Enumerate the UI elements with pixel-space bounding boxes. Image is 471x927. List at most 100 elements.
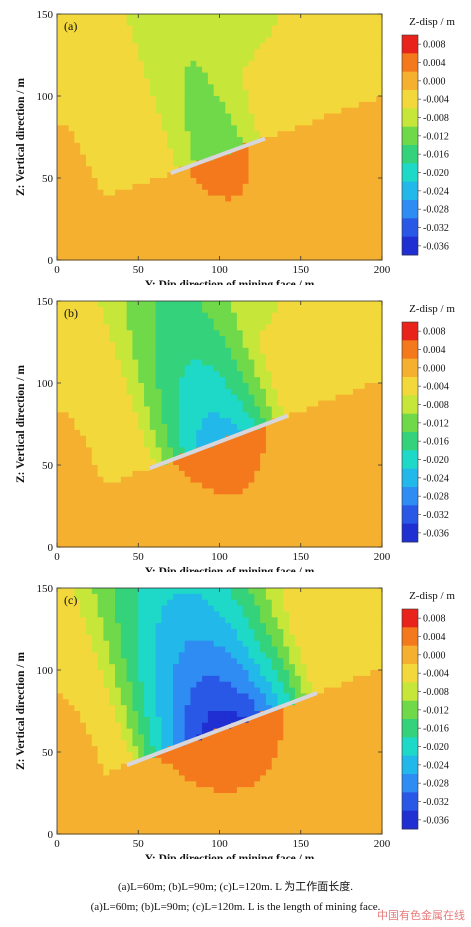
contour-cell: [178, 84, 186, 91]
contour-cell: [80, 482, 87, 490]
contour-cell: [97, 429, 105, 437]
contour-cell: [103, 353, 110, 361]
contour-cell: [126, 96, 134, 103]
y-axis-label: Z: Vertical direction / m: [15, 365, 27, 483]
contour-cell: [248, 365, 255, 372]
contour-cell: [312, 107, 319, 115]
contour-cell: [161, 412, 168, 419]
contour-cell: [173, 160, 180, 167]
contour-cell: [329, 535, 337, 542]
contour-cell: [202, 394, 209, 402]
contour-cell: [132, 359, 139, 367]
contour-cell: [265, 523, 273, 531]
contour-cell: [91, 119, 99, 126]
contour-cell: [155, 131, 163, 138]
contour-cell: [126, 166, 134, 173]
contour-cell: [225, 96, 232, 103]
contour-cell: [370, 494, 377, 501]
contour-cell: [57, 301, 64, 308]
contour-cell: [86, 66, 93, 74]
contour-cell: [115, 476, 122, 484]
contour-cell: [86, 96, 93, 103]
contour-cell: [260, 96, 267, 103]
contour-cell: [376, 25, 383, 33]
contour-cell: [352, 154, 360, 162]
contour-cell: [225, 388, 232, 396]
contour-cell: [213, 224, 221, 232]
contour-cell: [80, 324, 87, 331]
contour-cell: [312, 470, 319, 478]
contour-cell: [202, 107, 209, 115]
contour-cell: [277, 394, 284, 402]
contour-cell: [202, 453, 209, 460]
contour-cell: [358, 19, 366, 27]
contour-cell: [283, 435, 290, 443]
contour-cell: [178, 301, 186, 308]
contour-cell: [335, 342, 342, 349]
contour-cell: [161, 377, 168, 384]
contour-cell: [86, 224, 93, 232]
contour-cell: [265, 131, 273, 138]
contour-cell: [318, 254, 325, 261]
contour-cell: [115, 324, 122, 331]
contour-cell: [312, 347, 319, 355]
contour-cell: [184, 107, 192, 115]
contour-cell: [300, 400, 308, 408]
contour-cell: [271, 482, 279, 490]
contour-cell: [376, 254, 383, 261]
contour-cell: [207, 377, 215, 384]
contour-cell: [294, 96, 302, 103]
contour-cell: [126, 506, 134, 513]
contour-cell: [86, 336, 93, 343]
contour-cell: [74, 517, 81, 525]
colorbar-swatch: [402, 468, 418, 488]
contour-cell: [376, 49, 383, 56]
contour-cell: [120, 43, 128, 50]
contour-cell: [115, 353, 122, 361]
colorbar-tick-label: -0.016: [423, 437, 449, 448]
contour-cell: [283, 125, 290, 132]
contour-cell: [91, 429, 99, 437]
contour-cell: [97, 72, 105, 80]
contour-cell: [289, 342, 296, 349]
contour-cell: [352, 453, 360, 460]
contour-cell: [173, 213, 180, 220]
contour-cell: [231, 178, 238, 185]
contour-cell: [109, 37, 116, 44]
contour-cell: [300, 394, 308, 402]
contour-cell: [364, 412, 371, 419]
contour-cell: [242, 37, 250, 44]
contour-cell: [283, 353, 290, 361]
contour-cell: [57, 500, 64, 507]
contour-cell: [352, 318, 360, 326]
contour-cell: [364, 312, 371, 320]
contour-cell: [144, 412, 151, 419]
contour-cell: [97, 453, 105, 460]
contour-cell: [126, 236, 134, 244]
contour-cell: [126, 424, 134, 431]
contour-cell: [97, 312, 105, 320]
contour-cell: [161, 72, 168, 80]
contour-cell: [97, 78, 105, 85]
contour-cell: [86, 353, 93, 361]
contour-cell: [126, 371, 134, 378]
colorbar-tick-label: -0.028: [423, 205, 449, 216]
contour-cell: [347, 55, 354, 62]
contour-cell: [248, 441, 255, 449]
contour-cell: [86, 201, 93, 208]
contour-cell: [68, 125, 76, 132]
contour-cell: [242, 60, 250, 68]
contour-cell: [138, 55, 145, 62]
contour-cell: [364, 488, 371, 495]
contour-cell: [323, 137, 331, 144]
contour-cell: [376, 388, 383, 396]
contour-cell: [358, 406, 366, 413]
contour-cell: [167, 107, 174, 115]
contour-cell: [236, 371, 244, 378]
contour-cell: [178, 353, 186, 361]
contour-cell: [161, 224, 168, 232]
contour-cell: [115, 213, 122, 220]
contour-cell: [97, 201, 105, 208]
contour-cell: [68, 377, 76, 384]
contour-cell: [74, 494, 81, 501]
